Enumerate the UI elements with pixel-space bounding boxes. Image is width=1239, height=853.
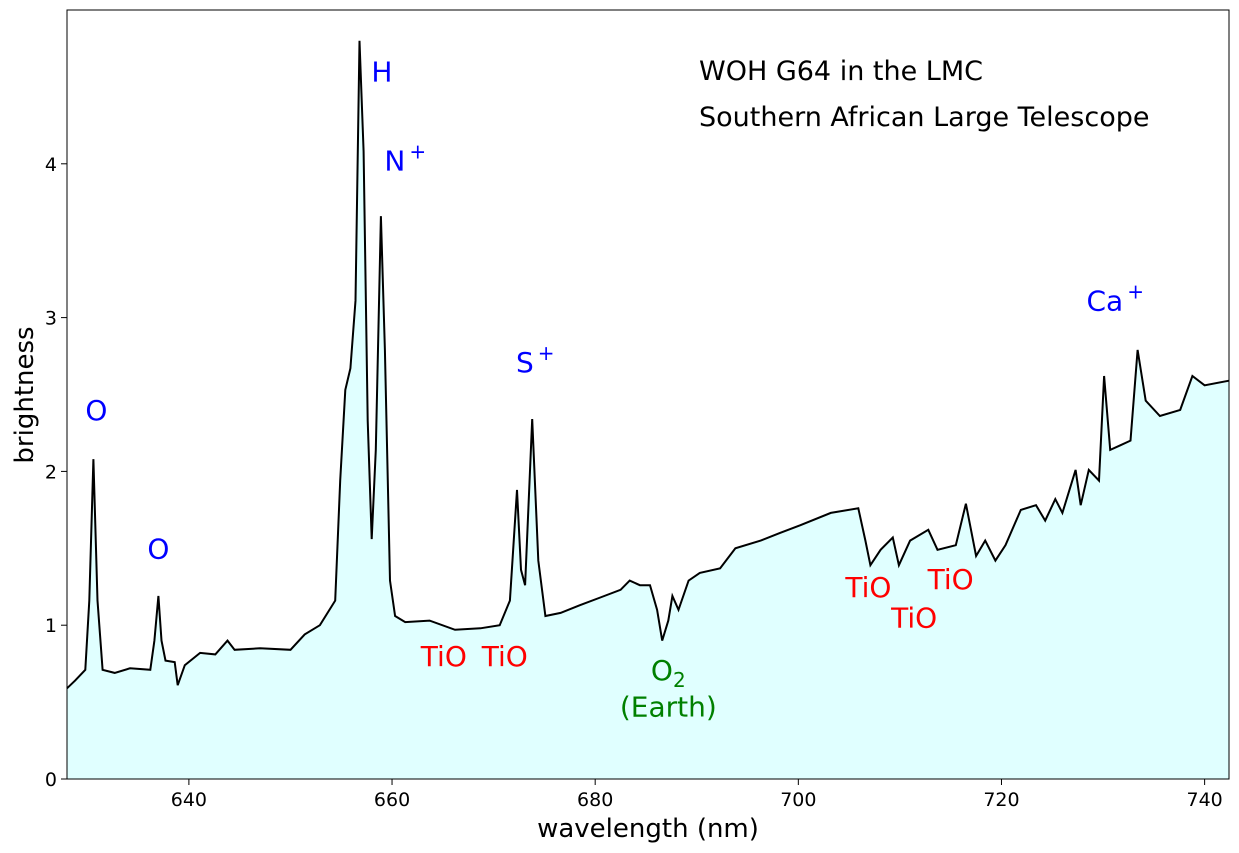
annotation-superscript: +: [409, 140, 426, 164]
annotation-emission: Ca +: [1086, 280, 1143, 318]
annotation-absorption: TiO: [927, 563, 974, 596]
annotation-emission: S +: [516, 341, 555, 379]
annotation-superscript: +: [538, 341, 555, 365]
annotation-text: (Earth): [620, 691, 717, 724]
annotation-absorption: TiO: [481, 640, 528, 673]
annotation-text: H: [371, 56, 392, 89]
x-axis-label: wavelength (nm): [537, 814, 759, 844]
annotation-emission: O: [85, 394, 107, 427]
annotation-text: TiO: [927, 563, 974, 596]
annotation-superscript: +: [1127, 280, 1144, 304]
annotation-telluric: (Earth): [620, 691, 717, 724]
x-tick-label: 680: [577, 789, 613, 811]
annotation-text: O: [85, 394, 107, 427]
x-tick-label: 740: [1186, 789, 1222, 811]
y-tick-label: 3: [45, 308, 57, 330]
annotation-absorption: TiO: [844, 571, 891, 604]
annotation-subscript: 2: [673, 668, 686, 692]
annotation-emission: N +: [384, 140, 426, 178]
spectrum-line: [66, 40, 1230, 690]
annotation-emission: H: [371, 56, 392, 89]
annotation-text: N: [384, 145, 405, 178]
annotation-telluric: O2: [651, 654, 686, 692]
annotation-text: TiO: [844, 571, 891, 604]
x-tick-label: 700: [780, 789, 816, 811]
x-axis: 640 660 680 700 720 740: [171, 779, 1223, 811]
annotation-text: Ca: [1086, 285, 1123, 318]
title-line-2: Southern African Large Telescope: [699, 102, 1149, 133]
annotation-emission: O: [147, 532, 169, 565]
annotation-text: TiO: [420, 640, 467, 673]
y-tick-label: 1: [45, 615, 57, 637]
annotation-text: O: [651, 654, 673, 687]
x-tick-label: 640: [171, 789, 207, 811]
spectrum-fill: [67, 40, 1229, 780]
annotation-absorption: TiO: [890, 602, 937, 635]
x-tick-label: 660: [374, 789, 410, 811]
title-line-1: WOH G64 in the LMC: [699, 56, 983, 87]
x-tick-label: 720: [983, 789, 1019, 811]
y-tick-label: 2: [45, 461, 57, 483]
y-tick-label: 4: [45, 154, 57, 176]
y-axis: 0 1 2 3 4: [45, 154, 67, 791]
annotation-text: TiO: [481, 640, 528, 673]
annotation-absorption: TiO: [420, 640, 467, 673]
annotation-text: TiO: [890, 602, 937, 635]
y-axis-label: brightness: [10, 326, 40, 463]
plot-frame: [66, 9, 1230, 780]
y-tick-label: 0: [45, 769, 57, 791]
annotation-text: O: [147, 532, 169, 565]
annotation-text: S: [516, 346, 534, 379]
